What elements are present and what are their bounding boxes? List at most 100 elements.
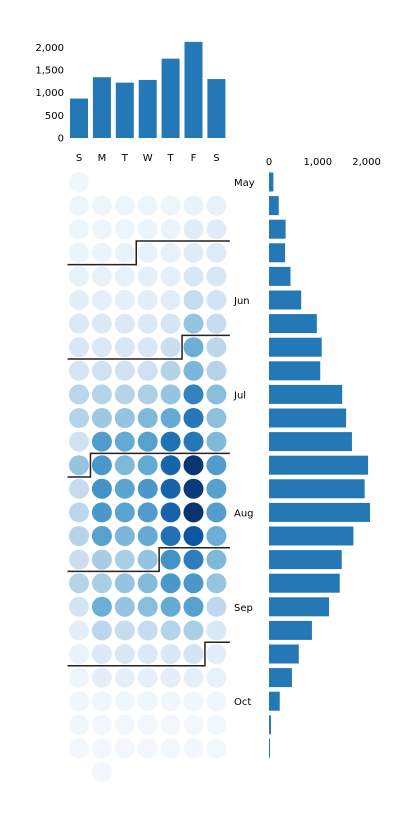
day-cell [206,549,227,570]
weekly-bar [269,314,317,334]
day-cell [183,620,204,641]
day-cell [69,313,89,334]
weekly-bar [269,597,330,617]
day-cell [160,242,181,263]
day-cell [160,384,181,405]
day-cell [137,337,158,358]
day-cell [183,738,204,759]
weekday-ytick-label: 2,000 [35,43,64,54]
day-cell [160,573,181,594]
day-cell [206,266,227,287]
day-cell [69,219,89,240]
day-cell [160,219,181,240]
day-cell [69,408,89,428]
day-cell [69,526,89,546]
day-cell [137,195,158,216]
day-cell [160,667,181,688]
weekly-xtick-label: 2,000 [352,157,381,168]
day-cell [183,549,204,570]
day-cell [69,596,89,617]
day-cell [160,714,181,735]
day-cell [91,691,112,712]
day-cell [114,337,135,358]
day-cell [183,573,204,594]
day-cell [114,313,135,334]
weekly-bar [269,502,371,522]
weekly-bar [269,715,271,735]
weekly-bar [269,668,292,688]
day-cell [137,290,158,310]
day-cell [91,667,112,688]
weekday-bar [161,58,180,138]
weekday-ytick-label: 1,500 [35,65,64,76]
month-label: Jun [233,296,250,307]
day-cell [183,384,204,405]
day-cell [91,526,112,546]
day-cell [91,337,112,358]
weekly-bar [269,550,342,570]
day-cell [160,266,181,287]
day-cell [91,313,112,334]
weekly-bar [269,243,286,263]
day-cell [206,290,227,310]
day-cell [183,360,204,381]
weekly-bar [269,573,340,593]
day-cell [137,360,158,381]
day-cell [206,360,227,381]
month-label: May [234,178,255,189]
day-cell [137,526,158,546]
weekday-label: S [213,153,219,164]
month-boundary-line [67,452,230,478]
day-cell [206,337,227,358]
day-cell [206,573,227,594]
weekday-label: M [98,153,107,164]
day-cell [183,408,204,428]
day-cell [183,242,204,263]
weekly-bar [269,644,299,664]
day-cell [137,313,158,334]
day-cell [137,644,158,664]
weekday-ytick-label: 1,000 [35,88,64,99]
day-cell [206,478,227,499]
day-cell [114,549,135,570]
day-cell [91,762,112,782]
day-cell [160,195,181,216]
day-cell [183,455,204,476]
day-cell [69,738,89,759]
weekly-bar [269,408,347,428]
day-cell [206,644,227,664]
weekday-label: T [167,153,175,164]
day-cell [114,573,135,594]
day-cell [160,337,181,358]
day-cell [183,714,204,735]
day-cell [114,360,135,381]
day-cell [183,266,204,287]
day-cell [69,290,89,310]
day-cell [183,195,204,216]
day-cell [91,360,112,381]
day-cell [206,714,227,735]
day-cell [183,502,204,523]
day-cell [114,502,135,523]
day-cell [114,738,135,759]
day-cell [91,573,112,594]
day-cell [160,290,181,310]
day-cell [114,195,135,216]
month-label: Oct [234,697,251,708]
day-cell [69,242,89,263]
month-label: Aug [234,508,254,519]
day-cell [206,455,227,476]
day-cell [206,384,227,405]
day-cell [137,266,158,287]
weekday-bar [138,79,157,138]
day-cell [183,219,204,240]
day-cell [160,596,181,617]
day-cell [206,195,227,216]
day-cell [114,526,135,546]
day-cell [91,408,112,428]
day-cell [137,502,158,523]
day-cell [69,691,89,712]
day-cell [114,667,135,688]
